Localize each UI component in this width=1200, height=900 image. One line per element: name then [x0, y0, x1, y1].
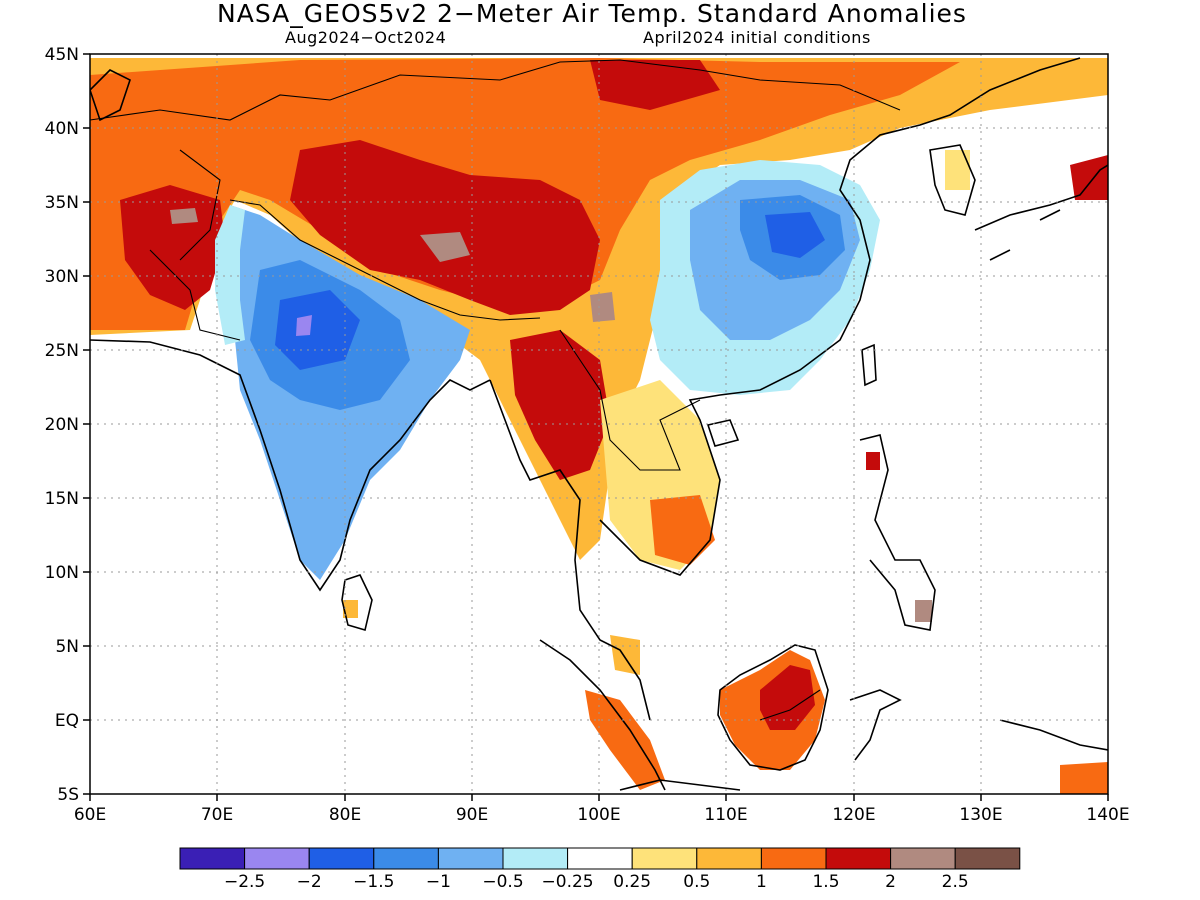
colorbar: [179, 847, 1021, 870]
map-title: NASA_GEOS5v2 2−Meter Air Temp. Standard …: [217, 0, 967, 28]
red-region-borneo: [760, 665, 815, 730]
lat-label: EQ: [55, 711, 79, 731]
border-borneo: [759, 689, 821, 721]
warm-region-mindanao: [915, 600, 932, 622]
lon-label: 60E: [74, 805, 106, 825]
warm-region-sumatra: [585, 690, 665, 790]
cool-region-china-deepest: [765, 212, 825, 258]
lat-label: 45N: [45, 45, 79, 65]
colorbar-swatch: [631, 847, 698, 870]
lat-label: 10N: [45, 563, 79, 583]
colorbar-swatch: [308, 847, 375, 870]
colorbar-label: 0.25: [613, 872, 651, 892]
forecast-period: Aug2024−Oct2024: [285, 28, 447, 47]
coastline-japan: [974, 164, 1108, 261]
lat-label: 20N: [45, 415, 79, 435]
lat-label: 5N: [55, 637, 79, 657]
brown-patch-2: [170, 208, 198, 224]
lat-label: 15N: [45, 489, 79, 509]
cool-region-india-edge: [215, 205, 245, 345]
lat-label: 25N: [45, 341, 79, 361]
lon-label: 80E: [329, 805, 361, 825]
warm-region-malaya: [610, 635, 640, 675]
red-region-iran: [120, 185, 225, 310]
brown-patch-1: [420, 232, 470, 262]
lon-label: 140E: [1086, 805, 1129, 825]
colorbar-swatch: [696, 847, 762, 870]
anomaly-field: [90, 58, 1108, 794]
lat-label: 30N: [45, 267, 79, 287]
colorbar-swatch: [502, 847, 569, 870]
red-region-mongolia: [590, 60, 720, 110]
gridlines: [90, 54, 1108, 794]
red-region-tibet: [290, 140, 600, 315]
colorbar-label: 1: [756, 872, 767, 892]
border-himalaya: [229, 199, 541, 321]
colorbar-labels: −2.5 −2 −1.5 −1 −0.5 −0.25 0.25 0.5 1 1.…: [224, 872, 969, 892]
brown-patch-3: [590, 292, 615, 322]
lon-label: 100E: [577, 805, 620, 825]
border-iran-afghan: [179, 149, 221, 261]
lon-label: 130E: [959, 805, 1002, 825]
coastline-newguinea: [999, 719, 1108, 751]
coastline-india: [90, 339, 491, 592]
colorbar-swatch: [244, 847, 310, 870]
lat-label: 35N: [45, 193, 79, 213]
lon-label: 70E: [201, 805, 233, 825]
lon-label: 90E: [456, 805, 488, 825]
coastline-srilanka: [341, 574, 373, 632]
colorbar-label: 0.5: [683, 872, 710, 892]
colorbar-label: 2.5: [942, 872, 969, 892]
cool-region-india-purple: [296, 315, 312, 336]
warm-region-korea: [945, 150, 970, 190]
coastline-indochina: [599, 57, 1081, 576]
coastline-philippines: [859, 434, 936, 631]
cool-region-india-deep: [275, 290, 360, 370]
colorbar-label: 2: [885, 872, 896, 892]
colorbar-label: −0.25: [542, 872, 594, 892]
colorbar-label: 1.5: [812, 872, 839, 892]
colorbar-label: −1: [426, 872, 451, 892]
coastline-myanmar-thai: [489, 379, 651, 721]
lon-label: 120E: [832, 805, 875, 825]
longitude-labels: 60E 70E 80E 90E 100E 110E 120E 130E 140E: [74, 805, 1130, 825]
coastline-caspian: [90, 69, 131, 122]
colorbar-swatch: [760, 847, 827, 870]
lon-label: 110E: [704, 805, 747, 825]
coastline-hainan: [706, 419, 740, 447]
colorbar-swatch: [373, 847, 439, 870]
lat-label: 5S: [57, 785, 79, 805]
coastline-taiwan: [861, 343, 877, 387]
colorbar-swatch: [954, 847, 1021, 870]
warm-region-srilanka: [343, 600, 358, 618]
warm-region-newguinea: [1060, 762, 1108, 794]
colorbar-label: −2: [297, 872, 322, 892]
coastline-java: [619, 779, 741, 791]
colorbar-swatch: [567, 847, 633, 870]
warm-region-cambodia: [650, 495, 715, 565]
coastline-sumatra: [539, 639, 666, 791]
warm-region-luzon: [866, 452, 880, 470]
warm-region-japan: [1070, 155, 1108, 200]
latitude-labels: 45N 40N 35N 30N 25N 20N 15N 10N 5N EQ 5S: [45, 45, 79, 805]
colorbar-swatch: [437, 847, 504, 870]
colorbar-label: −0.5: [482, 872, 523, 892]
colorbar-label: −2.5: [224, 872, 265, 892]
lat-label: 40N: [45, 119, 79, 139]
coastlines: [90, 57, 1108, 791]
coastline-borneo: [717, 644, 829, 771]
border-china-north: [90, 59, 901, 121]
colorbar-swatch: [179, 847, 246, 870]
tick-marks: [83, 53, 1109, 801]
colorbar-swatch: [825, 847, 892, 870]
coastline-korea: [929, 144, 976, 216]
initial-conditions: April2024 initial conditions: [643, 28, 871, 47]
coastline-sulawesi: [849, 689, 902, 761]
country-borders: [90, 59, 901, 721]
border-pakistan: [149, 249, 241, 341]
colorbar-swatch: [890, 847, 956, 870]
colorbar-label: −1.5: [353, 872, 394, 892]
border-indochina: [559, 329, 701, 471]
